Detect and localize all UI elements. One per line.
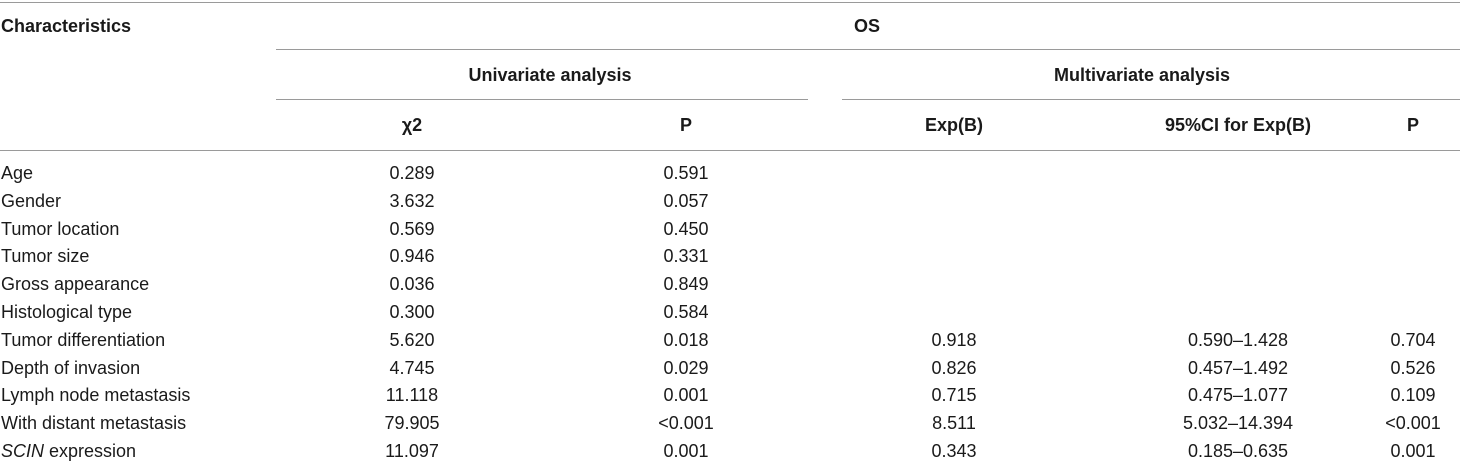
row-label: Gross appearance <box>1 274 150 294</box>
os-rule <box>276 49 1460 50</box>
row-label: Tumor differentiation <box>1 330 166 350</box>
cell-chi2: 5.620 <box>389 330 435 350</box>
cell-p-multi: 0.704 <box>1390 330 1436 350</box>
cell-expb: 8.511 <box>932 413 976 433</box>
header-p-multivariate: P <box>1406 115 1420 135</box>
cell-chi2: 0.569 <box>389 219 435 239</box>
cell-p-multi: 0.526 <box>1390 358 1436 378</box>
cell-chi2: 0.946 <box>389 246 435 266</box>
univariate-rule <box>276 99 808 100</box>
row-label: Tumor location <box>1 219 120 239</box>
cell-ci: 0.590–1.428 <box>1187 330 1289 350</box>
cell-expb: 0.343 <box>931 441 977 461</box>
cell-p-uni: 0.849 <box>663 274 709 294</box>
cell-p-multi: 0.109 <box>1390 385 1436 405</box>
row-label-rest: expression <box>44 441 137 461</box>
cell-chi2: 11.118 <box>385 385 439 405</box>
cell-chi2: 4.745 <box>389 358 435 378</box>
cell-p-uni: 0.331 <box>663 246 709 266</box>
multivariate-rule <box>842 99 1460 100</box>
row-label-gene: SCIN <box>1 441 45 461</box>
row-label: With distant metastasis <box>1 413 187 433</box>
cell-p-uni: 0.057 <box>663 191 709 211</box>
cell-p-multi: <0.001 <box>1385 413 1441 433</box>
row-label: Depth of invasion <box>1 358 141 378</box>
cell-chi2: 79.905 <box>384 413 440 433</box>
header-characteristics: Characteristics <box>1 16 132 36</box>
cell-p-uni: 0.584 <box>663 302 709 322</box>
cell-p-uni: 0.018 <box>663 330 709 350</box>
cell-ci: 0.185–0.635 <box>1187 441 1289 461</box>
row-label: Lymph node metastasis <box>1 385 191 405</box>
header-chi-square: χ2 <box>401 115 423 135</box>
cell-expb: 0.715 <box>931 385 977 405</box>
header-expb: Exp(B) <box>925 115 983 135</box>
header-os: OS <box>853 16 881 36</box>
cell-expb: 0.918 <box>931 330 977 350</box>
cell-chi2: 0.036 <box>389 274 435 294</box>
cell-chi2: 0.289 <box>389 163 435 183</box>
row-label: Age <box>1 163 34 183</box>
cell-p-uni: 0.029 <box>663 358 709 378</box>
header-bottom-rule <box>0 150 1460 151</box>
row-label: Histological type <box>1 302 133 322</box>
header-multivariate-analysis: Multivariate analysis <box>1053 65 1231 85</box>
header-95ci: 95%CI for Exp(B) <box>1164 115 1312 135</box>
cell-ci: 0.457–1.492 <box>1187 358 1289 378</box>
top-rule <box>0 2 1460 3</box>
cell-p-uni: 0.001 <box>663 385 709 405</box>
cell-p-uni: <0.001 <box>658 413 714 433</box>
cell-chi2: 3.632 <box>389 191 435 211</box>
cell-ci: 0.475–1.077 <box>1187 385 1289 405</box>
header-p-univariate: P <box>679 115 693 135</box>
cell-p-uni: 0.001 <box>663 441 709 461</box>
cell-p-multi: 0.001 <box>1390 441 1436 461</box>
row-label: SCIN expression <box>1 442 136 460</box>
cell-p-uni: 0.591 <box>663 163 709 183</box>
cell-expb: 0.826 <box>931 358 977 378</box>
row-label: Gender <box>1 191 62 211</box>
row-label: Tumor size <box>1 246 90 266</box>
header-univariate-analysis: Univariate analysis <box>468 65 632 85</box>
cell-chi2: 0.300 <box>389 302 435 322</box>
cell-chi2: 11.097 <box>385 441 439 461</box>
cell-p-uni: 0.450 <box>663 219 709 239</box>
cell-ci: 5.032–14.394 <box>1182 413 1294 433</box>
